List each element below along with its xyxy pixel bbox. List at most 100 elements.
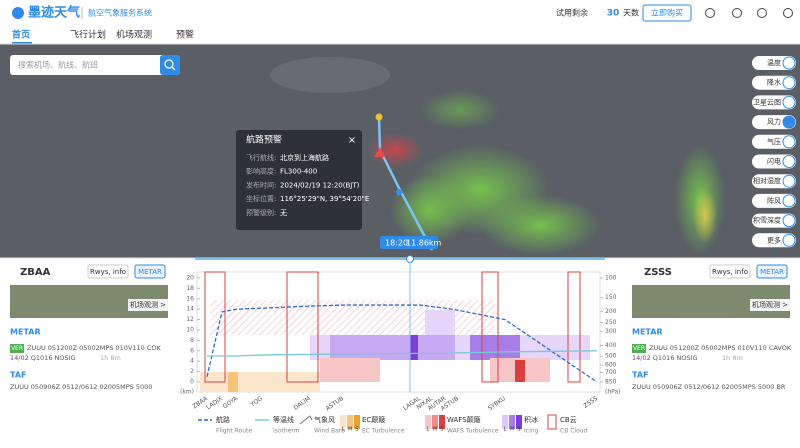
icon[interactable] [705, 8, 715, 18]
rwys-label[interactable]: Rwys, info [90, 268, 126, 276]
search-placeholder: 搜索机场、航线、航班 [18, 60, 98, 70]
legend-swatch [502, 415, 508, 429]
layer-icon[interactable] [782, 214, 796, 228]
layer-label[interactable]: 阵风 [767, 196, 781, 205]
metar-button[interactable] [756, 264, 788, 279]
y2-tick-label: 850 [605, 379, 617, 386]
metar-text: 14/02 Q1016 NOSIG [632, 354, 698, 362]
metar-title: METAR [632, 328, 663, 337]
metar-label[interactable]: METAR [138, 268, 162, 276]
profile-weather [200, 271, 590, 392]
taf-text: ZUUU 050906Z 0512/0612 02005MPS 5000 BR [632, 383, 786, 391]
y2-tick-label: 700 [605, 369, 617, 376]
legend-sub: WAFS Turbulence [447, 428, 499, 435]
alert-label: 发布时间: [246, 180, 276, 189]
layer-label[interactable]: 更多 [767, 235, 781, 244]
timeline-handle[interactable] [406, 255, 414, 263]
search-button[interactable] [160, 55, 180, 75]
layer-icon[interactable] [782, 95, 796, 109]
y-unit: (km) [180, 389, 194, 396]
layer-icon[interactable] [782, 233, 796, 247]
y2-tick-label: 600 [605, 362, 617, 369]
y2-tick-label: 150 [605, 294, 617, 301]
metar-label[interactable]: METAR [760, 268, 784, 276]
legend-name: 气象风 [314, 415, 335, 424]
legend-swatch [425, 415, 431, 429]
icon[interactable] [757, 8, 767, 18]
y2-tick-label: 100 [605, 275, 617, 282]
layer-label[interactable]: 降水 [767, 78, 781, 87]
layer-icon[interactable] [782, 174, 796, 188]
legend-sub: Icing [524, 428, 539, 435]
legend-sub: Wind Barb [314, 428, 345, 435]
trial-text: 试用剩余 [556, 8, 588, 18]
layer-label[interactable]: 相对湿度 [753, 176, 781, 185]
metar-age: 1h 8m [722, 354, 743, 362]
layer-label[interactable]: 闪电 [767, 157, 781, 166]
obs-link[interactable]: 机场观测 > [130, 300, 166, 309]
icon[interactable] [783, 8, 793, 18]
y-tick-label: 10 [186, 327, 194, 334]
layer-label[interactable]: 风力 [767, 117, 781, 126]
alert-title: 航路预警 [246, 134, 282, 146]
legend-level: L [427, 427, 430, 433]
layer-label[interactable]: 卫星云图 [753, 98, 781, 106]
search-box[interactable] [10, 55, 180, 75]
map-weather [270, 57, 725, 255]
metar-title: METAR [10, 328, 41, 337]
ver-label: VER [633, 345, 645, 352]
rwys-label[interactable]: Rwys, info [712, 268, 748, 276]
taf-title: TAF [10, 371, 27, 380]
layer-icon[interactable] [782, 135, 796, 149]
close-icon[interactable]: × [348, 135, 356, 146]
y-tick-label: 20 [186, 275, 194, 282]
metar-age: 1h 8m [100, 354, 121, 362]
alert-value: 2024/02/19 12:20(BJT) [280, 181, 360, 189]
nav-item[interactable]: 飞行计划 [70, 29, 106, 41]
nav-item[interactable]: 预警 [176, 29, 194, 41]
legend-name: EC颠簸 [362, 415, 385, 424]
legend-name: CB云 [560, 416, 577, 424]
y-tick-label: 2 [190, 368, 194, 375]
rwys-button[interactable] [87, 264, 129, 279]
alert-value: 116°25'29"N, 39°54'20"E [280, 195, 369, 203]
obs-label-bg [750, 299, 790, 311]
series-line [206, 304, 598, 383]
route [374, 113, 434, 251]
icon[interactable] [732, 8, 742, 18]
layer-icon[interactable] [782, 194, 796, 208]
nav-item[interactable]: 机场观测 [116, 29, 152, 41]
layer-icon[interactable] [782, 56, 796, 70]
layer-icon[interactable] [782, 155, 796, 168]
legend-level: M [348, 427, 352, 433]
alert-label: 预警级别: [246, 208, 276, 217]
y2-tick-label: 200 [605, 308, 617, 315]
metar-button[interactable] [134, 264, 166, 279]
y2-unit: (hPa) [605, 389, 621, 396]
legend-level: S [440, 427, 443, 433]
legend-swatch [347, 415, 353, 429]
timeline-time: 18:20 [385, 239, 408, 248]
y-tick-label: 6 [190, 347, 194, 354]
y-tick-label: 14 [186, 306, 194, 313]
legend-sub: Flight Route [216, 428, 252, 435]
buy-label[interactable]: 立即购买 [651, 8, 683, 18]
legend-swatch [439, 415, 445, 429]
obs-link[interactable]: 机场观测 > [752, 300, 788, 309]
layer-label[interactable]: 温度 [767, 58, 781, 67]
timeline-label [380, 236, 438, 249]
layer-label[interactable]: 气压 [767, 137, 781, 146]
y-tick-label: 18 [186, 285, 194, 292]
layer-label[interactable]: 积雪深度 [753, 216, 781, 225]
legend-level: S [355, 427, 358, 433]
legend-swatch [547, 414, 557, 430]
nav-item[interactable]: 首页 [12, 29, 30, 41]
metar-text: 14/02 Q1016 NOSIG [10, 354, 76, 362]
ver-badge [632, 344, 646, 353]
rwys-button[interactable] [709, 264, 751, 279]
legend-level: L [342, 427, 345, 433]
buy-button[interactable] [642, 4, 692, 22]
layer-icon[interactable] [782, 76, 796, 90]
layer-icon[interactable] [782, 115, 796, 129]
airport-code: ZBAA [20, 267, 51, 278]
